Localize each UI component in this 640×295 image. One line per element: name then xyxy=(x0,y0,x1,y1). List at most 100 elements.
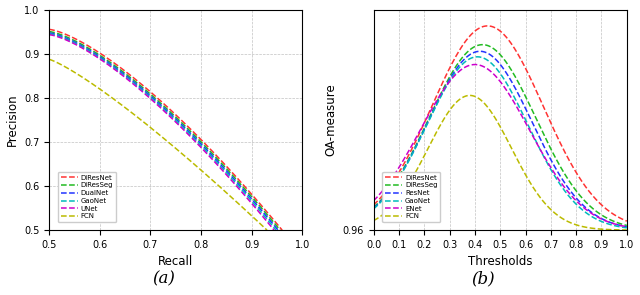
DiResSeg xyxy=(370,206,378,209)
DiResNet xyxy=(484,24,492,28)
X-axis label: Thresholds: Thresholds xyxy=(468,255,532,268)
UNet xyxy=(118,73,126,77)
FCN xyxy=(72,71,79,75)
FCN xyxy=(492,117,500,121)
ResNet xyxy=(623,225,630,229)
DiResNet xyxy=(214,155,221,158)
DiResNet xyxy=(578,179,586,183)
FCN xyxy=(370,219,378,222)
FCN xyxy=(508,146,515,149)
ResNet xyxy=(508,79,515,83)
FCN xyxy=(466,94,474,97)
DiResSeg xyxy=(213,157,221,160)
GaoNet xyxy=(578,207,586,211)
DiResSeg xyxy=(212,155,220,159)
FCN xyxy=(490,115,498,119)
DualNet xyxy=(120,72,127,76)
Y-axis label: OA-measure: OA-measure xyxy=(324,83,337,156)
FCN xyxy=(182,155,190,159)
DiResSeg xyxy=(479,43,486,46)
ENet xyxy=(492,75,500,78)
ENet xyxy=(508,96,515,99)
GaoNet xyxy=(618,225,625,229)
GaoNet xyxy=(73,42,81,46)
FCN xyxy=(263,228,271,232)
ENet xyxy=(370,199,378,203)
DiResSeg xyxy=(120,71,128,75)
Y-axis label: Precision: Precision xyxy=(6,94,19,146)
DiResSeg xyxy=(276,228,284,232)
DiResSeg xyxy=(73,40,81,44)
ResNet xyxy=(578,202,586,206)
Line: FCN: FCN xyxy=(374,96,627,230)
GaoNet xyxy=(188,135,196,138)
GaoNet xyxy=(508,89,515,93)
GaoNet xyxy=(521,117,529,120)
GaoNet xyxy=(370,207,378,211)
Line: DiResNet: DiResNet xyxy=(49,30,282,230)
ResNet xyxy=(490,56,498,60)
ResNet xyxy=(618,224,625,227)
Line: DiResNet: DiResNet xyxy=(374,26,627,221)
ResNet xyxy=(370,206,378,210)
DiResNet xyxy=(138,83,145,86)
GaoNet xyxy=(272,228,280,232)
DiResNet xyxy=(74,38,81,42)
Line: GaoNet: GaoNet xyxy=(49,34,276,230)
DiResNet xyxy=(45,28,53,31)
DiResNet xyxy=(623,219,630,223)
Line: ResNet: ResNet xyxy=(374,51,627,227)
DiResSeg xyxy=(623,224,630,227)
GaoNet xyxy=(209,156,217,160)
ENet xyxy=(521,119,529,123)
Line: DiResSeg: DiResSeg xyxy=(374,45,627,225)
ENet xyxy=(623,225,630,229)
DiResSeg xyxy=(490,47,498,51)
DiResNet xyxy=(121,69,129,73)
Legend: DiResNet, DiResSeg, ResNet, GaoNet, ENet, FCN: DiResNet, DiResSeg, ResNet, GaoNet, ENet… xyxy=(382,172,440,222)
DiResSeg xyxy=(492,49,500,52)
DiResNet xyxy=(508,42,515,45)
DualNet xyxy=(275,228,282,232)
GaoNet xyxy=(474,55,481,59)
FCN xyxy=(578,224,586,228)
Text: (a): (a) xyxy=(152,270,175,287)
DiResNet xyxy=(214,156,222,160)
ENet xyxy=(490,73,498,77)
FCN xyxy=(204,174,211,178)
UNet xyxy=(209,158,216,161)
Line: FCN: FCN xyxy=(49,59,267,230)
DiResNet xyxy=(492,26,500,30)
ENet xyxy=(578,204,586,208)
FCN xyxy=(623,228,630,232)
DiResNet xyxy=(618,217,625,220)
FCN xyxy=(45,58,53,61)
DiResNet xyxy=(490,26,498,29)
UNet xyxy=(45,33,53,37)
FCN xyxy=(521,172,529,175)
UNet xyxy=(134,86,142,90)
DiResNet xyxy=(521,65,529,69)
UNet xyxy=(270,228,278,232)
ResNet xyxy=(521,105,529,109)
Line: DiResSeg: DiResSeg xyxy=(49,32,280,230)
Line: DualNet: DualNet xyxy=(49,33,278,230)
ResNet xyxy=(476,50,484,53)
FCN xyxy=(202,173,210,177)
Line: UNet: UNet xyxy=(49,35,274,230)
DualNet xyxy=(73,41,81,45)
Line: ENet: ENet xyxy=(374,65,627,227)
DiResSeg xyxy=(137,84,145,88)
DiResSeg xyxy=(618,222,625,226)
DiResSeg xyxy=(508,68,515,71)
FCN xyxy=(618,228,625,232)
UNet xyxy=(72,43,80,47)
GaoNet xyxy=(45,32,53,36)
GaoNet xyxy=(211,158,218,161)
DualNet xyxy=(212,157,220,161)
DualNet xyxy=(45,31,53,35)
GaoNet xyxy=(135,86,143,89)
DualNet xyxy=(189,134,197,138)
FCN xyxy=(116,102,124,106)
DiResSeg xyxy=(45,30,53,33)
